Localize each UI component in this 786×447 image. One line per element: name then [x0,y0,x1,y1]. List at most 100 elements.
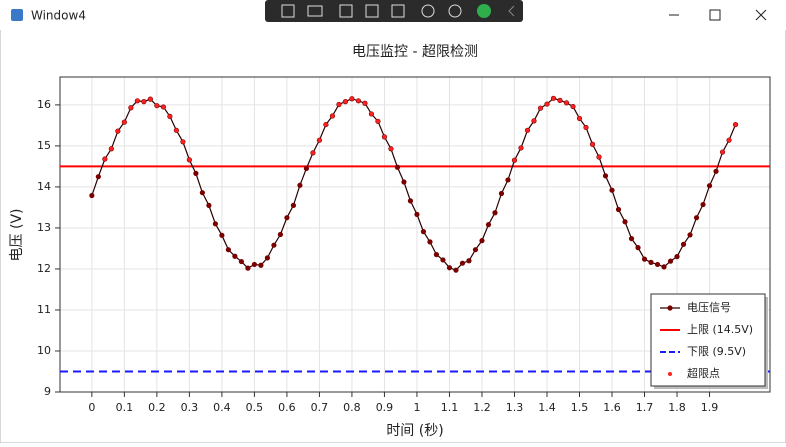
tool-icon[interactable] [448,4,462,18]
x-axis-label: 时间 (秒) [386,423,443,439]
y-tick-label: 15 [37,139,51,152]
legend-label: 电压信号 [687,301,731,314]
over-limit-point [174,128,179,133]
tool-icon[interactable] [477,4,491,18]
data-point [713,168,719,174]
over-limit-point [583,125,588,130]
x-tick-label: 1.7 [636,401,654,414]
data-point [245,265,251,271]
over-limit-point [538,106,543,111]
data-point [674,254,680,260]
data-point [492,210,498,216]
data-point [667,258,674,264]
y-tick-label: 9 [44,385,51,398]
data-point [427,239,433,245]
data-point [609,187,615,193]
over-limit-point [518,145,523,150]
over-limit-point [369,111,374,116]
data-point [407,198,414,204]
data-point [700,201,706,208]
over-limit-point [115,129,120,134]
legend-swatch [667,305,673,311]
tool-icon[interactable] [339,4,353,18]
tool-icon[interactable] [307,5,323,17]
data-point [602,173,609,179]
series-line [91,97,737,271]
data-point [687,232,693,238]
tool-collapse[interactable] [508,5,515,17]
over-limit-point [336,102,341,107]
over-limit-point [551,96,556,101]
data-point [654,261,661,268]
x-tick-label: 1.4 [538,401,556,414]
data-point [212,221,218,227]
tool-icon[interactable] [421,4,435,18]
plot-frame [59,76,771,393]
maximize-button[interactable] [709,9,721,21]
data-point [453,267,459,273]
tool-icon[interactable] [281,4,295,18]
over-limit-point [122,120,127,125]
y-tick-label: 11 [37,303,51,316]
over-limit-point [167,114,172,119]
over-limit-point [317,138,322,143]
data-point [622,219,628,225]
data-point [401,179,407,185]
data-point [446,265,453,271]
x-tick-label: 0.7 [311,401,329,414]
data-point [206,202,212,208]
y-tick-label: 10 [37,344,51,357]
x-tick-label: 0.8 [343,401,361,414]
over-limit-point [330,113,335,118]
y-tick-label: 13 [37,221,51,234]
data-point [459,260,466,266]
over-limit-point [531,118,536,123]
x-tick-label: 1 [413,401,420,414]
y-tick-label: 12 [37,262,51,275]
data-point [648,259,654,265]
data-point [303,165,310,172]
y-axis-label: 电压 (V) [9,209,25,262]
plot: 9 10 11 12 13 14 15 16 0 0.1 0.2 0.3 0.4 0.5 0.6 0.7 0.8… [37,76,771,414]
window-title: Window4 [31,9,86,23]
data-point [641,256,648,262]
y-tick-label: 14 [37,180,51,193]
data-point [232,253,238,259]
over-limit-point [382,134,387,139]
close-button[interactable] [755,9,767,21]
tool-icon[interactable] [365,4,379,18]
over-limit-point [349,96,354,101]
data-point [284,215,290,221]
x-tick-label: 0.4 [213,401,231,414]
x-tick-label: 1.5 [571,401,589,414]
legend-label: 超限点 [687,366,720,380]
data-point [251,261,258,268]
over-limit-point [343,99,348,104]
data-point [693,215,700,221]
toolbar-bg [265,0,523,22]
data-point [505,177,511,183]
over-limit-point [557,98,562,103]
data-point [89,192,95,199]
legend-label: 上限 (14.5V) [687,323,753,336]
data-point [414,211,420,218]
x-tick-label: 1.1 [441,401,459,414]
over-limit-point [362,101,367,106]
tool-icon[interactable] [391,4,405,18]
data-point [440,257,446,263]
x-tick-label: 0.9 [376,401,394,414]
over-limit-point [128,105,133,110]
debug-toolbar[interactable] [265,0,523,22]
over-limit-point [544,102,549,107]
over-limit-point [590,142,595,147]
legend-swatch [668,372,672,376]
over-limit-point [375,119,380,124]
over-limit-point [512,158,517,163]
x-tick-label: 1.3 [506,401,524,414]
data-point [199,190,205,196]
data-point [258,262,264,268]
over-limit-point [180,139,185,144]
